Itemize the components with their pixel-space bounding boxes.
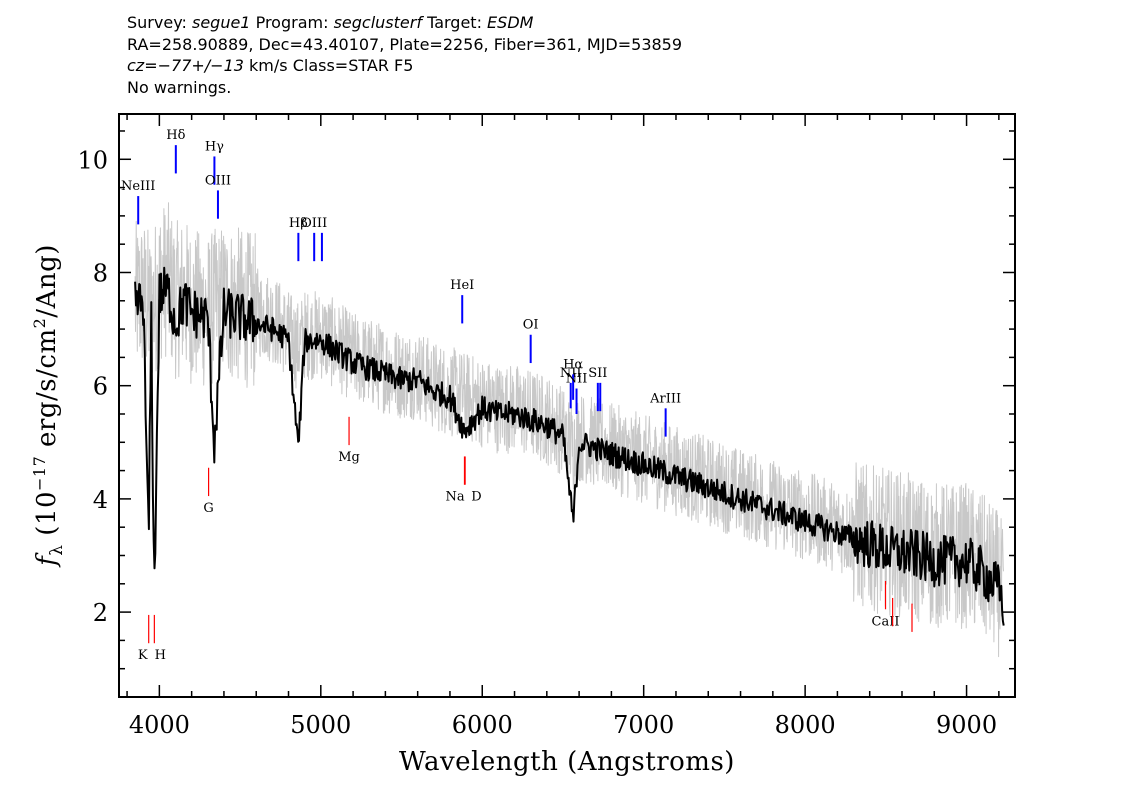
target-label: Target: — [427, 13, 482, 32]
program-label: Program: — [255, 13, 329, 32]
absorption-line-label: G — [203, 501, 213, 516]
noisy-flux-series — [134, 202, 1004, 658]
y-axis-title-unit: (10 — [32, 491, 62, 545]
absorption-line-label: Mg — [338, 450, 360, 465]
emission-line-label: HeI — [450, 278, 474, 293]
emission-line-label: OI — [523, 318, 539, 333]
x-tick-label: 7000 — [613, 711, 674, 739]
header-line-4: No warnings. — [127, 77, 232, 97]
emission-line-label: NII — [560, 366, 582, 381]
y-axis-title-exponent: −17 — [30, 456, 49, 491]
x-tick-label: 4000 — [129, 711, 190, 739]
x-axis-title: Wavelength (Angstroms) — [399, 747, 735, 777]
emission-line-label: Hδ — [166, 128, 185, 143]
absorption-line-label: H — [155, 648, 166, 663]
emission-line-label: NII — [566, 372, 588, 387]
cz-value: cz=−77+/−13 — [127, 56, 244, 75]
smoothed-flux-series — [134, 266, 1005, 626]
y-axis-title: fλ (10−17 erg/s/cm2/Ang) — [30, 244, 67, 568]
x-tick-label: 8000 — [775, 711, 836, 739]
survey-label: Survey: — [127, 13, 187, 32]
plot-frame — [118, 113, 1016, 698]
y-tick-label: 2 — [93, 599, 108, 627]
y-tick-label: 4 — [93, 486, 108, 514]
emission-line-label: ArIII — [649, 391, 681, 406]
x-tick-label: 9000 — [936, 711, 997, 739]
spectrum-header: Survey: segue1 Program: segclusterf Targ… — [127, 12, 682, 98]
emission-line-label: Hα — [563, 357, 583, 372]
emission-line-label: OIII — [301, 216, 327, 231]
plot-layer — [134, 202, 1005, 658]
x-tick-label: 5000 — [290, 711, 351, 739]
absorption-line-label: Na — [446, 490, 465, 505]
survey-value: segue1 — [191, 13, 251, 32]
emission-line-label: Hβ — [289, 216, 308, 231]
absorption-line-label: K — [138, 648, 148, 663]
y-axis-title-subscript: λ — [47, 544, 67, 555]
emission-line-label: NeIII — [121, 179, 155, 194]
emission-line-label: Hγ — [205, 139, 224, 154]
header-line-1: Survey: segue1 Program: segclusterf Targ… — [127, 12, 682, 34]
emission-line-label: SII — [588, 366, 607, 381]
y-tick-label: 10 — [77, 146, 108, 174]
program-value: segclusterf — [333, 13, 422, 32]
target-value: ESDM — [487, 13, 534, 32]
y-tick-label: 8 — [93, 259, 108, 287]
tick-layer: 4000 5000 6000 7000 8000 9000 2 4 6 8 10 — [77, 114, 1015, 739]
y-axis-title-symbol: f — [32, 552, 62, 568]
y-axis-title-squared: 2 — [30, 318, 49, 329]
header-line-3: cz=−77+/−13 km/s Class=STAR F5 — [127, 55, 682, 77]
y-axis-title-end: /Ang) — [32, 244, 62, 318]
absorption-line-label: CaII — [872, 614, 900, 629]
header-line-2: RA=258.90889, Dec=43.40107, Plate=2256, … — [127, 34, 683, 54]
x-tick-label: 6000 — [452, 711, 513, 739]
y-axis-title-group: fλ (10−17 erg/s/cm2/Ang) — [30, 244, 67, 568]
absorption-line-label: D — [471, 490, 481, 505]
y-tick-label: 6 — [93, 373, 108, 401]
cz-rest: km/s Class=STAR F5 — [249, 56, 414, 75]
y-axis-title-unit-rest: erg/s/cm — [32, 328, 62, 455]
emission-line-label: OIII — [205, 173, 231, 188]
